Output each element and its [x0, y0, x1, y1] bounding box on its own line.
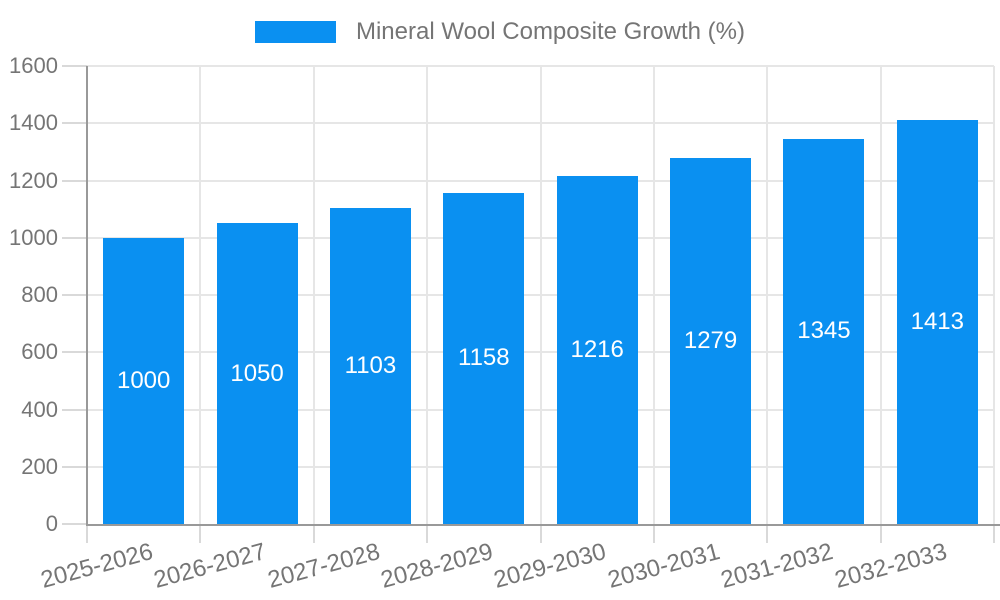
bar[interactable]: 1050 [216, 223, 298, 524]
y-axis-label: 1000 [9, 224, 58, 250]
bar[interactable]: 1279 [670, 157, 752, 524]
y-axis-line [86, 66, 88, 526]
x-axis-label: 2030-2031 [604, 538, 723, 594]
bar[interactable]: 1216 [556, 175, 638, 524]
y-axis-tick [62, 65, 87, 67]
x-axis-tick [879, 526, 882, 543]
y-axis-tick [62, 408, 87, 411]
x-axis-tick [426, 526, 429, 543]
bar[interactable]: 1345 [783, 138, 865, 524]
y-axis-label: 1600 [9, 53, 58, 78]
gridline-vertical [312, 66, 315, 524]
x-axis-tick [199, 526, 202, 543]
y-axis-label: 600 [21, 339, 58, 365]
x-axis-tick [766, 526, 769, 543]
y-axis-label: 0 [45, 511, 58, 536]
y-axis-label: 800 [21, 282, 58, 307]
gridline-vertical [879, 66, 882, 524]
x-axis-line [86, 524, 1000, 526]
y-axis-tick [62, 351, 87, 354]
x-axis-tick [539, 526, 542, 543]
x-axis-label: 2028-2029 [377, 538, 496, 594]
bar-value-label: 1158 [458, 344, 510, 372]
bar-value-label: 1345 [797, 317, 851, 345]
bar[interactable]: 1413 [896, 119, 978, 524]
gridline-vertical [539, 66, 542, 524]
bar[interactable]: 1103 [329, 208, 411, 524]
y-axis-tick [62, 179, 87, 182]
y-axis-tick [62, 294, 87, 296]
y-axis-label: 400 [21, 396, 58, 422]
bar-value-label: 1216 [570, 335, 624, 363]
gridline-vertical [766, 66, 769, 524]
x-axis-label: 2027-2028 [264, 538, 383, 594]
x-axis-tick [86, 526, 88, 543]
x-axis-label: 2032-2033 [831, 538, 950, 594]
x-axis-tick [993, 526, 995, 543]
legend-swatch [254, 21, 336, 43]
y-axis-label: 1400 [9, 110, 58, 136]
y-axis-tick [62, 236, 87, 239]
y-axis-label: 200 [21, 453, 58, 479]
y-axis-tick [62, 122, 87, 125]
bar[interactable]: 1000 [103, 237, 185, 524]
gridline-vertical [199, 66, 202, 524]
legend-label: Mineral Wool Composite Growth (%) [355, 18, 745, 45]
gridline-vertical [652, 66, 655, 524]
y-axis-tick [62, 523, 87, 525]
legend-item[interactable]: Mineral Wool Composite Growth (%) [0, 19, 1000, 45]
gridline-vertical [426, 66, 429, 524]
x-axis-label: 2031-2032 [718, 538, 836, 594]
bar[interactable]: 1158 [443, 192, 525, 524]
bar-value-label: 1050 [230, 359, 284, 387]
y-axis-label: 1200 [9, 167, 58, 193]
x-axis-tick [652, 526, 655, 543]
gridline-vertical [993, 66, 995, 524]
x-axis-label: 2029-2030 [491, 538, 610, 594]
y-axis-tick [62, 465, 87, 468]
bar-value-label: 1413 [910, 307, 964, 335]
bar-value-label: 1103 [344, 352, 397, 380]
x-axis-label: 2025-2026 [37, 538, 156, 594]
x-axis-tick [312, 526, 315, 543]
x-axis-label: 2026-2027 [151, 538, 270, 594]
bar-value-label: 1279 [683, 326, 738, 354]
bar-value-label: 1000 [116, 366, 171, 394]
